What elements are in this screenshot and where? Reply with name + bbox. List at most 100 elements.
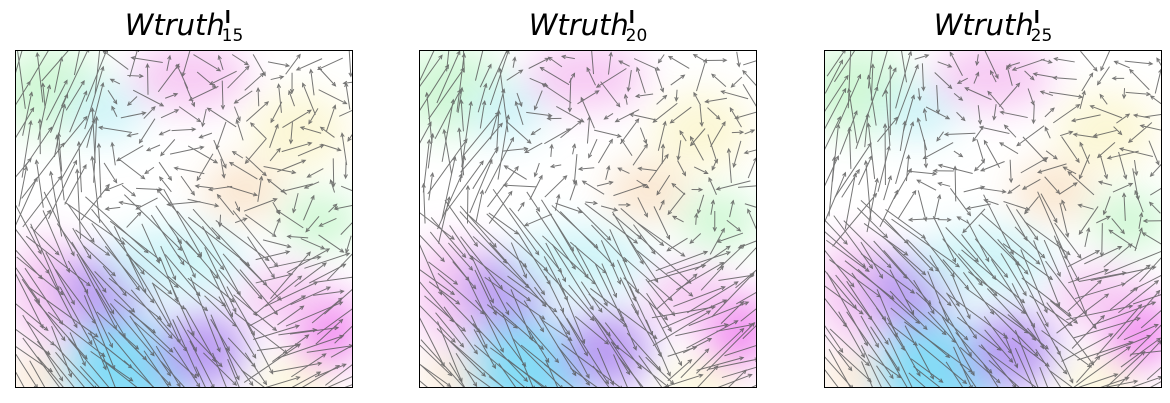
field-arrow [666,251,731,274]
arrow-head [320,245,326,250]
arrow-head [634,288,639,294]
arrow-head [995,378,1001,384]
arrow-head [725,245,731,250]
field-arrow [160,361,185,387]
arrow-head [1052,155,1058,160]
arrow-head [219,265,225,271]
arrow-head [149,298,155,304]
field-arrow [673,286,726,307]
field-arrow [705,97,728,103]
title-superscript: l [224,8,231,28]
field-arrow [1103,243,1133,268]
field-arrow [21,142,65,199]
arrow-head [903,239,909,244]
arrow-head [63,79,68,85]
arrow-head [1001,189,1007,194]
field-arrow [176,315,197,352]
field-arrow [267,61,290,67]
arrow-head [221,173,226,179]
field-arrow [195,366,206,387]
field-arrow [586,67,596,86]
field-arrow [1067,250,1100,268]
field-arrow [327,376,352,387]
field-arrow [828,348,851,387]
arrow-head [858,310,864,315]
field-arrow [658,54,665,64]
arrow-head [301,159,307,164]
field-arrow [844,173,856,230]
field-arrow [245,156,267,176]
arrow-head [692,273,698,279]
arrow-head [84,289,89,295]
field-arrow [1035,348,1062,387]
arrow-head [923,163,929,169]
arrow-head [999,110,1005,115]
arrow-head [306,251,311,257]
field-arrow [437,273,485,315]
arrow-head [345,252,351,257]
field-arrow [899,121,906,152]
field-arrow [600,81,621,107]
arrow-head [1128,68,1134,74]
field-arrow [83,295,115,370]
field-arrow [105,206,121,210]
arrow-head [1016,141,1022,147]
field-arrow [460,100,464,132]
arrow-head [459,342,465,348]
field-arrow [1000,111,1028,119]
arrow-head [138,73,144,79]
field-arrow [496,110,500,154]
field-arrow [163,188,202,257]
field-arrow [957,77,969,84]
field-arrow [561,55,575,60]
field-arrow [108,277,162,320]
title-main: Wtruth [124,8,225,42]
field-arrow [825,172,846,223]
field-arrow [1007,184,1021,194]
arrow-head [102,51,107,55]
arrow-head [613,207,619,212]
arrow-head [473,349,478,355]
field-arrow [49,94,68,133]
field-arrow [144,166,155,174]
field-arrow [187,216,250,266]
arrow-head [1096,80,1102,86]
arrow-head [666,234,671,241]
field-arrow [16,303,49,331]
field-arrow [43,191,75,256]
arrow-head [110,141,115,147]
arrow-head [1092,324,1097,330]
field-arrow [747,157,756,179]
arrow-head [663,315,669,321]
arrow-head [626,87,631,93]
arrow-head [90,107,95,113]
arrow-head [1099,93,1104,99]
arrow-head [712,227,717,233]
arrow-head [947,84,953,90]
field-arrow [488,376,505,387]
arrow-head [60,142,65,148]
arrow-head [348,72,352,78]
arrow-head [145,62,150,68]
field-arrow [71,241,115,314]
field-arrow [656,174,671,195]
field-arrow [526,191,540,212]
field-arrow [570,367,598,387]
arrow-head [585,380,591,386]
field-arrow [607,52,612,75]
field-arrow [697,365,719,387]
field-arrow [290,286,331,306]
field-arrow [420,122,432,144]
arrow-head [681,171,686,177]
arrow-head [955,301,960,307]
field-arrow [1061,136,1080,163]
arrow-head [288,89,293,95]
arrow-head [277,296,282,301]
field-arrow [979,126,1010,134]
arrow-head [216,67,222,72]
field-arrow [693,92,701,106]
field-arrow [33,210,51,232]
field-arrow [504,165,527,180]
arrow-head [1086,226,1091,233]
field-arrow [618,60,630,67]
